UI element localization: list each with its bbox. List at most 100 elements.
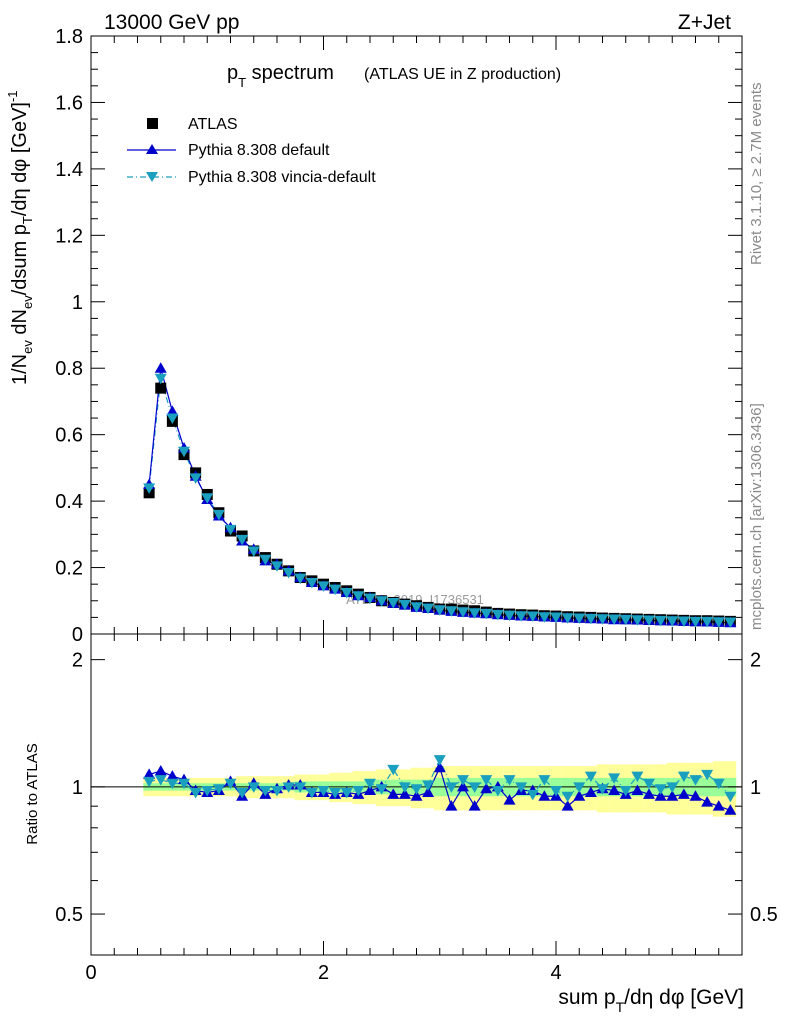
ratio-default-point (584, 786, 597, 797)
ratio-ytick-labels: 0.5 0.5 1 1 2 2 (55, 650, 778, 926)
ratio-vincia-point (387, 764, 400, 776)
main-ytick-label: 1 (72, 292, 83, 314)
vincia-point (189, 473, 202, 484)
vincia-point (480, 608, 493, 620)
vincia-point (340, 587, 353, 599)
ratio-default-point (666, 790, 679, 801)
main-ytick-label: 1.8 (55, 26, 83, 48)
ratio-vincia-point (201, 786, 214, 797)
ratio-vincia-point (701, 769, 714, 781)
ratio-vincia-point (178, 778, 190, 790)
vincia-point (422, 603, 435, 615)
default-line (148, 368, 731, 624)
vincia-point (712, 617, 725, 628)
mcplots-text: mcplots.cern.ch [arXiv:1306.3436] (748, 403, 765, 630)
vincia-point (294, 573, 307, 585)
ratio-default-point (677, 788, 690, 799)
ratio-vincia-point (457, 775, 469, 786)
atlas-point (155, 382, 167, 394)
ratio-ytick-label-right: 1 (750, 777, 761, 799)
main-axis-ticks (90, 35, 743, 635)
ratio-ylabel: Ratio to ATLAS (24, 743, 41, 844)
ratio-default-point (608, 784, 621, 796)
vincia-point (212, 509, 225, 521)
legend-marker-atlas (147, 118, 158, 129)
ratio-default-point (561, 800, 574, 811)
ratio-vincia-point (410, 784, 423, 795)
default-point (166, 405, 179, 416)
legend-marker-vincia (146, 172, 158, 182)
vincia-point (584, 613, 597, 625)
vincia-point (445, 606, 458, 617)
ratio-default-point (387, 788, 400, 799)
vincia-point (154, 373, 167, 385)
ratio-vincia-point (259, 786, 272, 797)
ratio-default-point (701, 796, 714, 807)
legend: ATLAS Pythia 8.308 default Pythia 8.308 … (127, 116, 376, 186)
vincia-point (491, 609, 504, 621)
ratio-vincia-point (677, 771, 690, 783)
vincia-point (561, 613, 574, 624)
vincia-point (224, 524, 237, 536)
ratio-default-point (689, 790, 702, 801)
vincia-point (364, 593, 376, 605)
vincia-point (375, 596, 388, 607)
vincia-point (631, 615, 644, 626)
ratio-vincia-point (526, 789, 539, 801)
ratio-ytick-label-right: 0.5 (750, 904, 778, 926)
ratio-vincia-point (364, 778, 376, 790)
ratio-ytick-label-left: 0.5 (55, 904, 83, 926)
ratio-default-point (503, 794, 516, 805)
ratio-ytick-label-left: 1 (72, 777, 83, 799)
legend-label-default: Pythia 8.308 default (188, 142, 330, 159)
vincia-point (724, 617, 737, 629)
ratio-vincia-point (445, 782, 458, 793)
ratio-vincia-point (712, 778, 725, 790)
vincia-point (236, 534, 249, 546)
xtick-labels: 0 2 4 (85, 962, 561, 984)
vincia-line (148, 378, 731, 623)
ratio-default-point (712, 800, 725, 811)
ratio-default-point (364, 784, 376, 796)
ratio-default-point (573, 790, 586, 801)
ratio-vincia-point (689, 775, 702, 786)
header-left: 13000 GeV pp (104, 11, 239, 34)
vincia-point (329, 584, 342, 596)
legend-marker-default (146, 144, 158, 154)
ratio-default-point (433, 761, 446, 773)
main-ytick-labels: 0 0.2 0.4 0.6 0.8 1 1.2 1.4 1.6 1.8 (55, 26, 83, 646)
main-series-group (143, 362, 737, 629)
main-ytick-label: 0.4 (55, 491, 83, 513)
vincia-point (654, 615, 667, 627)
ratio-vincia-point (294, 782, 307, 793)
vincia-point (282, 568, 295, 579)
ratio-vincia-point (573, 782, 586, 793)
ratio-default-point (154, 765, 167, 776)
ratio-vincia-point (515, 782, 528, 793)
ratio-vincia-point (584, 771, 597, 783)
ratio-vincia-point (212, 784, 225, 795)
main-ytick-label: 1.4 (55, 159, 83, 181)
vincia-point (259, 554, 272, 566)
main-ytick-label: 0 (72, 624, 83, 646)
ratio-vincia-point (503, 775, 516, 786)
ratio-vincia-point (247, 782, 260, 793)
main-ytick-label: 1.2 (55, 225, 83, 247)
vincia-point (573, 613, 586, 625)
legend-label-vincia: Pythia 8.308 vincia-default (188, 169, 376, 186)
default-point (154, 362, 167, 373)
header-right: Z+Jet (678, 11, 731, 34)
main-ytick-label: 0.2 (55, 558, 83, 580)
ratio-vincia-point (143, 776, 156, 788)
vincia-point (457, 607, 469, 618)
ratio-vincia-point (317, 786, 330, 797)
vincia-point (468, 608, 481, 619)
ratio-vincia-point (375, 784, 388, 795)
ratio-default-point (445, 800, 458, 811)
vincia-point (550, 612, 562, 624)
ratio-vincia-point (271, 786, 283, 797)
ratio-vincia-point (236, 787, 249, 799)
ratio-vincia-point (433, 755, 446, 766)
ratio-axis-ticks (90, 634, 743, 955)
